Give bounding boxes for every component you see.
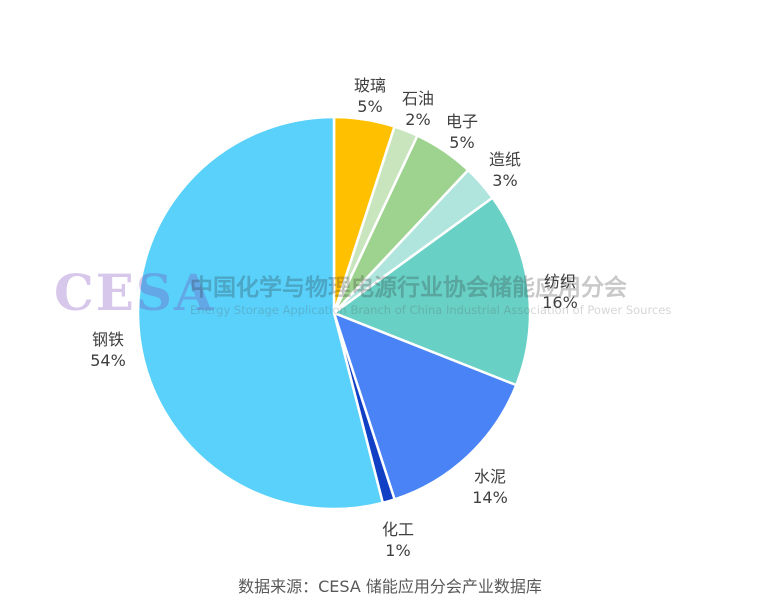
pie-slice-纺织 (332, 196, 532, 387)
data-source-note: 数据来源：CESA 储能应用分会产业数据库 (238, 577, 542, 596)
pie-slice-钢铁 (136, 115, 384, 511)
